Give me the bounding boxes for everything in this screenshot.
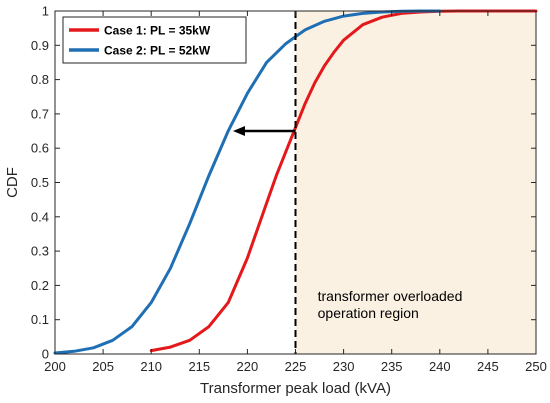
x-tick-label: 250 xyxy=(525,359,547,374)
y-tick-label: 0.9 xyxy=(31,38,49,53)
x-tick-label: 230 xyxy=(333,359,355,374)
y-tick-label: 0.3 xyxy=(31,244,49,259)
y-tick-label: 0.4 xyxy=(31,209,49,224)
y-tick-label: 0.5 xyxy=(31,175,49,190)
y-tick-label: 0.1 xyxy=(31,312,49,327)
series-layer xyxy=(53,9,538,355)
x-tick-label: 200 xyxy=(44,359,66,374)
y-tick-label: 0.8 xyxy=(31,72,49,87)
arrow-head xyxy=(232,126,245,137)
legend: Case 1: PL = 35kW Case 2: PL = 52kW xyxy=(62,16,247,64)
y-axis-label: CDF xyxy=(4,167,21,198)
x-tick-label: 225 xyxy=(285,359,307,374)
series-line-2 xyxy=(53,9,442,355)
x-tick-label: 220 xyxy=(237,359,259,374)
y-tick-label: 0.7 xyxy=(31,106,49,121)
x-axis-label: Transformer peak load (kVA) xyxy=(200,380,391,397)
y-tick-label: 0.2 xyxy=(31,278,49,293)
x-tick-label: 245 xyxy=(477,359,499,374)
region-label-line-2: operation region xyxy=(318,305,419,321)
y-tick-label: 0.6 xyxy=(31,141,49,156)
y-tick-label: 1 xyxy=(42,4,49,19)
legend-box xyxy=(62,16,247,64)
x-ticks: 200 205 210 215 220 225 230 235 240 245 250 xyxy=(44,11,547,374)
arrow-annotation xyxy=(232,126,296,137)
x-tick-label: 215 xyxy=(188,359,210,374)
legend-label-2: Case 2: PL = 52kW xyxy=(104,44,211,58)
region-label-line-1: transformer overloaded xyxy=(318,288,463,304)
x-tick-label: 205 xyxy=(92,359,114,374)
y-ticks: 0 0.1 0.2 0.3 0.4 0.5 0.6 0.7 0.8 0.9 1 xyxy=(31,4,536,362)
overload-region xyxy=(295,11,536,354)
x-tick-label: 235 xyxy=(381,359,403,374)
x-tick-label: 240 xyxy=(429,359,451,374)
y-tick-label: 0 xyxy=(42,347,49,362)
legend-label-1: Case 1: PL = 35kW xyxy=(104,24,211,38)
x-tick-label: 210 xyxy=(140,359,162,374)
